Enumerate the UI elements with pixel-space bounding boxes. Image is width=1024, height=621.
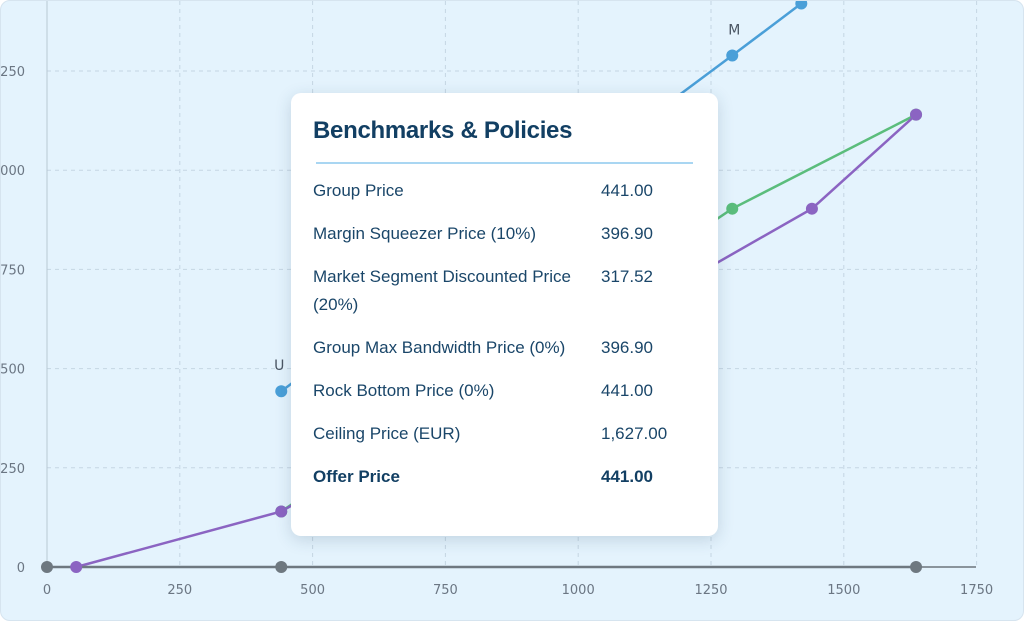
benchmark-label: Rock Bottom Price (0%): [313, 381, 495, 400]
x-tick-label: 750: [433, 583, 458, 598]
x-tick-label: 1500: [827, 583, 860, 598]
benchmark-label: Group Max Bandwidth Price (0%): [313, 338, 566, 357]
benchmark-row-ceiling: Ceiling Price (EUR) 1,627.00: [313, 420, 696, 448]
data-point: [726, 202, 739, 215]
popover-divider: [316, 162, 693, 164]
offer-price-value: 441.00: [601, 467, 653, 486]
x-tick-label: 1750: [960, 583, 993, 598]
point-label: M: [728, 23, 740, 39]
benchmark-row-group-price: Group Price 441.00: [313, 177, 696, 205]
offer-price-row: Offer Price 441.00: [313, 463, 696, 491]
y-tick-label: 0: [17, 561, 25, 576]
offer-price-label: Offer Price: [313, 467, 400, 486]
benchmark-value: 1,627.00: [601, 424, 668, 443]
data-point: [805, 202, 818, 215]
benchmark-row-group-max-bandwidth: Group Max Bandwidth Price (0%) 396.90: [313, 334, 696, 362]
data-point: [275, 385, 288, 398]
data-point: [41, 561, 53, 573]
benchmark-value: 317.52: [601, 267, 653, 286]
x-tick-label: 500: [300, 583, 325, 598]
y-tick-label: 1250: [1, 65, 25, 80]
y-tick-label: 1000: [1, 164, 25, 179]
data-point: [726, 49, 739, 62]
benchmark-label: Margin Squeezer Price (10%): [313, 224, 536, 243]
benchmark-list: Group Price 441.00 Margin Squeezer Price…: [313, 177, 696, 491]
y-tick-label: 250: [1, 462, 25, 477]
benchmark-label: Ceiling Price (EUR): [313, 424, 461, 443]
benchmark-value: 396.90: [601, 224, 653, 243]
benchmark-row-margin-squeezer: Margin Squeezer Price (10%) 396.90: [313, 220, 696, 248]
y-tick-label: 500: [1, 363, 25, 378]
data-point: [275, 561, 288, 573]
benchmark-label: Market Segment Discounted Price (20%): [313, 267, 571, 314]
point-label: U: [274, 358, 284, 374]
benchmarks-popover: Benchmarks & Policies Group Price 441.00…: [291, 93, 718, 536]
data-point: [70, 561, 83, 573]
data-point: [275, 505, 288, 518]
data-point: [795, 1, 808, 10]
x-tick-label: 1000: [562, 583, 595, 598]
benchmark-value: 441.00: [601, 381, 653, 400]
x-tick-label: 1250: [694, 583, 727, 598]
popover-title: Benchmarks & Policies: [313, 117, 573, 144]
benchmark-value: 441.00: [601, 181, 653, 200]
benchmark-row-market-segment: Market Segment Discounted Price (20%) 31…: [313, 263, 696, 319]
data-point: [910, 108, 923, 121]
data-point: [910, 561, 923, 573]
benchmark-value: 396.90: [601, 338, 653, 357]
x-tick-label: 250: [167, 583, 192, 598]
y-tick-label: 750: [1, 263, 25, 278]
benchmark-row-rock-bottom: Rock Bottom Price (0%) 441.00: [313, 377, 696, 405]
benchmark-label: Group Price: [313, 181, 404, 200]
x-tick-label: 0: [43, 583, 51, 598]
